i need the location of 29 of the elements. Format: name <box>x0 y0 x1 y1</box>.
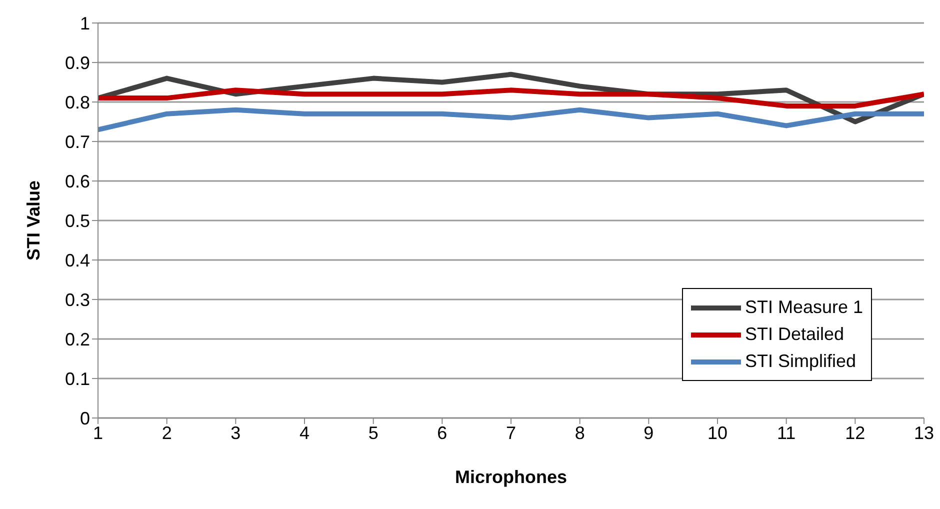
x-tick-label: 13 <box>914 422 934 443</box>
y-tick-label: 0.5 <box>64 210 90 231</box>
x-tick-label: 10 <box>707 422 728 443</box>
y-tick-label: 0.2 <box>64 329 90 350</box>
y-tick-label: 0.7 <box>64 132 90 152</box>
x-tick-label: 9 <box>644 422 654 443</box>
legend-label: STI Detailed <box>745 324 844 345</box>
legend-label: STI Measure 1 <box>745 297 864 318</box>
y-tick-label: 0.6 <box>64 171 90 192</box>
y-tick-label: 0 <box>80 408 90 428</box>
x-tick-label: 1 <box>92 422 104 443</box>
y-tick-label: 0.4 <box>64 250 90 270</box>
legend-label: STI Simplified <box>745 351 856 372</box>
x-tick-label: 5 <box>368 422 378 443</box>
x-tick-label: 12 <box>845 422 866 443</box>
y-tick-label: 0.3 <box>64 290 90 310</box>
x-tick-label: 11 <box>776 422 796 443</box>
y-tick-label: 0.9 <box>64 52 90 73</box>
x-axis-title: Microphones <box>454 467 568 487</box>
x-tick-label: 4 <box>299 422 310 443</box>
x-tick-label: 6 <box>437 422 448 443</box>
y-tick-label: 0.1 <box>64 368 90 389</box>
x-tick-label: 7 <box>506 422 516 443</box>
x-tick-label: 2 <box>162 422 172 443</box>
x-tick-label: 8 <box>574 422 585 443</box>
y-axis-title: STI Value <box>23 180 44 261</box>
y-tick-label: 0.8 <box>64 92 90 112</box>
x-tick-label: 3 <box>230 422 241 443</box>
y-tick-label: 1 <box>80 13 90 34</box>
